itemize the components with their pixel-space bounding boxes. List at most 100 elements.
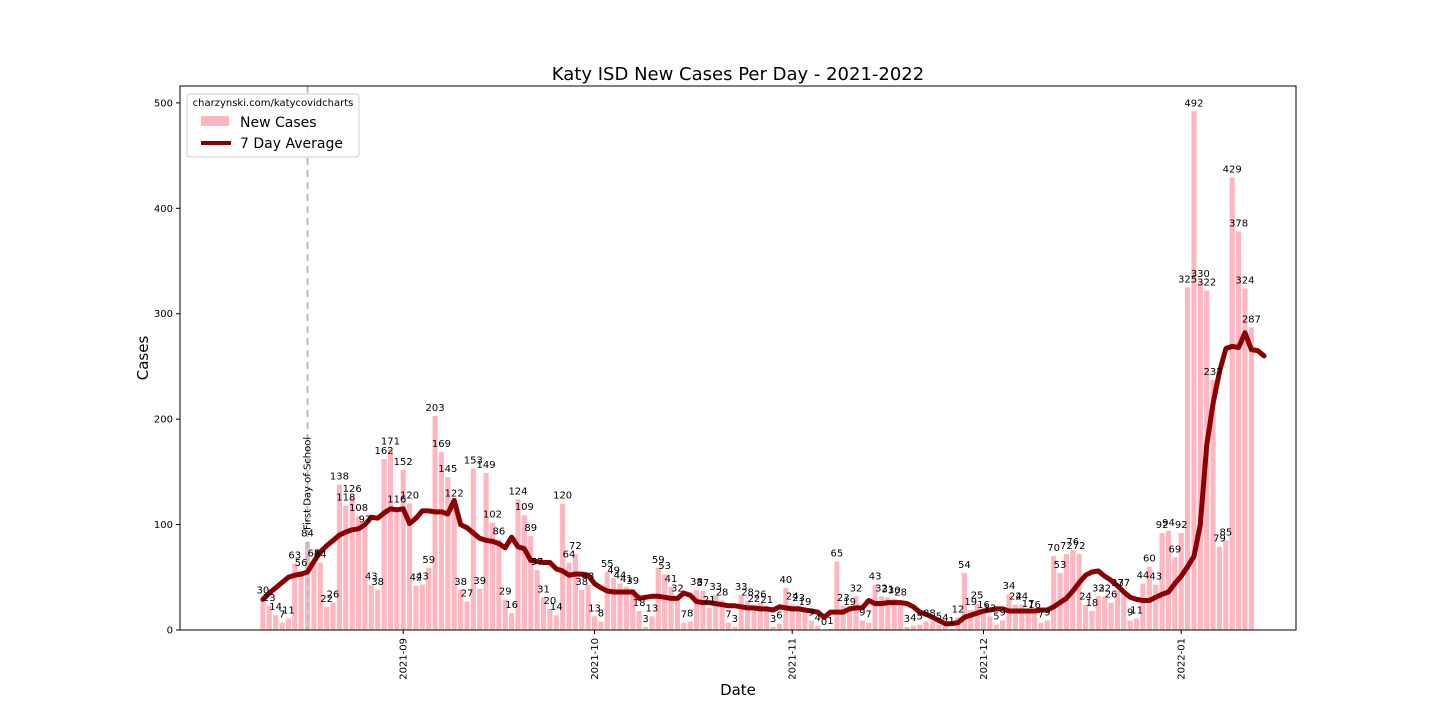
- bar-label: 26: [327, 590, 340, 601]
- bar-label: 37: [1117, 578, 1130, 589]
- bar: [579, 589, 585, 630]
- bar-label: 21: [760, 595, 773, 606]
- bar: [311, 561, 317, 630]
- bar: [528, 536, 534, 630]
- bar-label: 63: [288, 551, 301, 562]
- y-tick-label: 500: [154, 98, 173, 109]
- bar: [757, 602, 763, 630]
- bar: [1242, 288, 1248, 630]
- bar: [521, 515, 527, 630]
- bar: [534, 569, 540, 630]
- bar-label: 16: [505, 600, 518, 611]
- bar-label: 16: [1028, 600, 1041, 611]
- bar-label: 9: [999, 608, 1005, 619]
- bar-label: 8: [929, 609, 935, 620]
- bar-label: 41: [665, 574, 678, 585]
- bar: [324, 606, 330, 630]
- bar: [827, 628, 834, 630]
- bar: [936, 624, 942, 630]
- bar-label: 8: [687, 609, 693, 620]
- bar-label: 330: [1191, 269, 1210, 280]
- legend-label-7-day-average: 7 Day Average: [240, 136, 343, 152]
- x-axis-label: Date: [720, 681, 756, 699]
- bar-label: 4: [815, 613, 821, 624]
- bar: [700, 590, 706, 630]
- bar-label: 64: [563, 550, 576, 561]
- bar: [859, 620, 865, 630]
- bar: [604, 572, 610, 630]
- bar: [509, 613, 515, 630]
- legend-label-new-cases: New Cases: [240, 115, 317, 131]
- bar-label: 65: [308, 548, 321, 559]
- x-tick-label: 2021-09: [399, 638, 410, 680]
- bar-label: 145: [438, 464, 457, 475]
- bar: [1089, 611, 1095, 630]
- first-day-label: First Day of School: [303, 437, 314, 530]
- bar: [878, 596, 885, 630]
- bar-label: 171: [381, 437, 400, 448]
- bars-layer: [260, 111, 1254, 631]
- bar-label: 203: [426, 403, 445, 414]
- bar: [591, 616, 598, 630]
- bar-label: 79: [1213, 534, 1226, 545]
- bar: [923, 621, 929, 630]
- bar: [343, 505, 349, 630]
- y-tick-label: 100: [154, 520, 173, 531]
- bar: [432, 415, 438, 630]
- bar: [540, 597, 547, 630]
- bar: [847, 609, 853, 630]
- bar-label: 169: [432, 439, 451, 450]
- bar-label: 38: [371, 577, 384, 588]
- bar-label: 3: [732, 614, 738, 625]
- bar: [1044, 620, 1050, 630]
- bar-label: 55: [601, 559, 614, 570]
- bar: [687, 621, 693, 630]
- bar-label: 22: [320, 594, 333, 605]
- bar: [636, 611, 642, 630]
- bar-label: 43: [1149, 572, 1162, 583]
- bar-label: 28: [894, 587, 907, 598]
- bar-label: 72: [1073, 541, 1086, 552]
- bar: [980, 613, 987, 630]
- bar: [502, 599, 508, 630]
- bar-label: 5: [917, 612, 923, 623]
- x-tick-label: 2021-10: [590, 638, 601, 680]
- bar: [796, 605, 802, 630]
- bar: [1108, 602, 1114, 630]
- bar: [802, 609, 808, 630]
- legend-title: charzynski.com/katycovidcharts: [193, 98, 354, 109]
- bar-label: 9: [1044, 608, 1050, 619]
- bar-label: 120: [553, 490, 572, 501]
- bar-label: 287: [1242, 314, 1261, 325]
- bar-label: 102: [483, 509, 502, 520]
- bar: [693, 589, 700, 630]
- bar-label: 30: [888, 585, 901, 596]
- bar: [349, 497, 355, 630]
- bar: [362, 527, 368, 630]
- chart-title: Katy ISD New Cases Per Day - 2021-2022: [552, 64, 924, 85]
- bar-label: 33: [735, 582, 748, 593]
- bar-label: 38: [454, 577, 467, 588]
- bar: [1025, 612, 1031, 630]
- bar-label: 42: [410, 573, 423, 584]
- bar-label: 37: [1111, 578, 1124, 589]
- bar: [438, 451, 445, 630]
- bar: [949, 628, 955, 630]
- bar-label: 40: [779, 575, 792, 586]
- bar: [1229, 177, 1235, 630]
- bar-label: 64: [314, 550, 327, 561]
- y-tick-label: 0: [167, 626, 173, 637]
- bar-label: 60: [1143, 554, 1156, 565]
- bar-label: 1: [827, 616, 833, 627]
- bar-label: 33: [709, 582, 722, 593]
- bar-label: 162: [375, 446, 394, 457]
- bar: [993, 624, 999, 630]
- bar: [623, 586, 629, 630]
- bar: [489, 522, 496, 630]
- bar: [649, 616, 655, 630]
- bar-label: 9: [1127, 608, 1133, 619]
- bar-label: 20: [544, 596, 557, 607]
- bar-label: 18: [1086, 598, 1099, 609]
- bar-label: 28: [716, 587, 729, 598]
